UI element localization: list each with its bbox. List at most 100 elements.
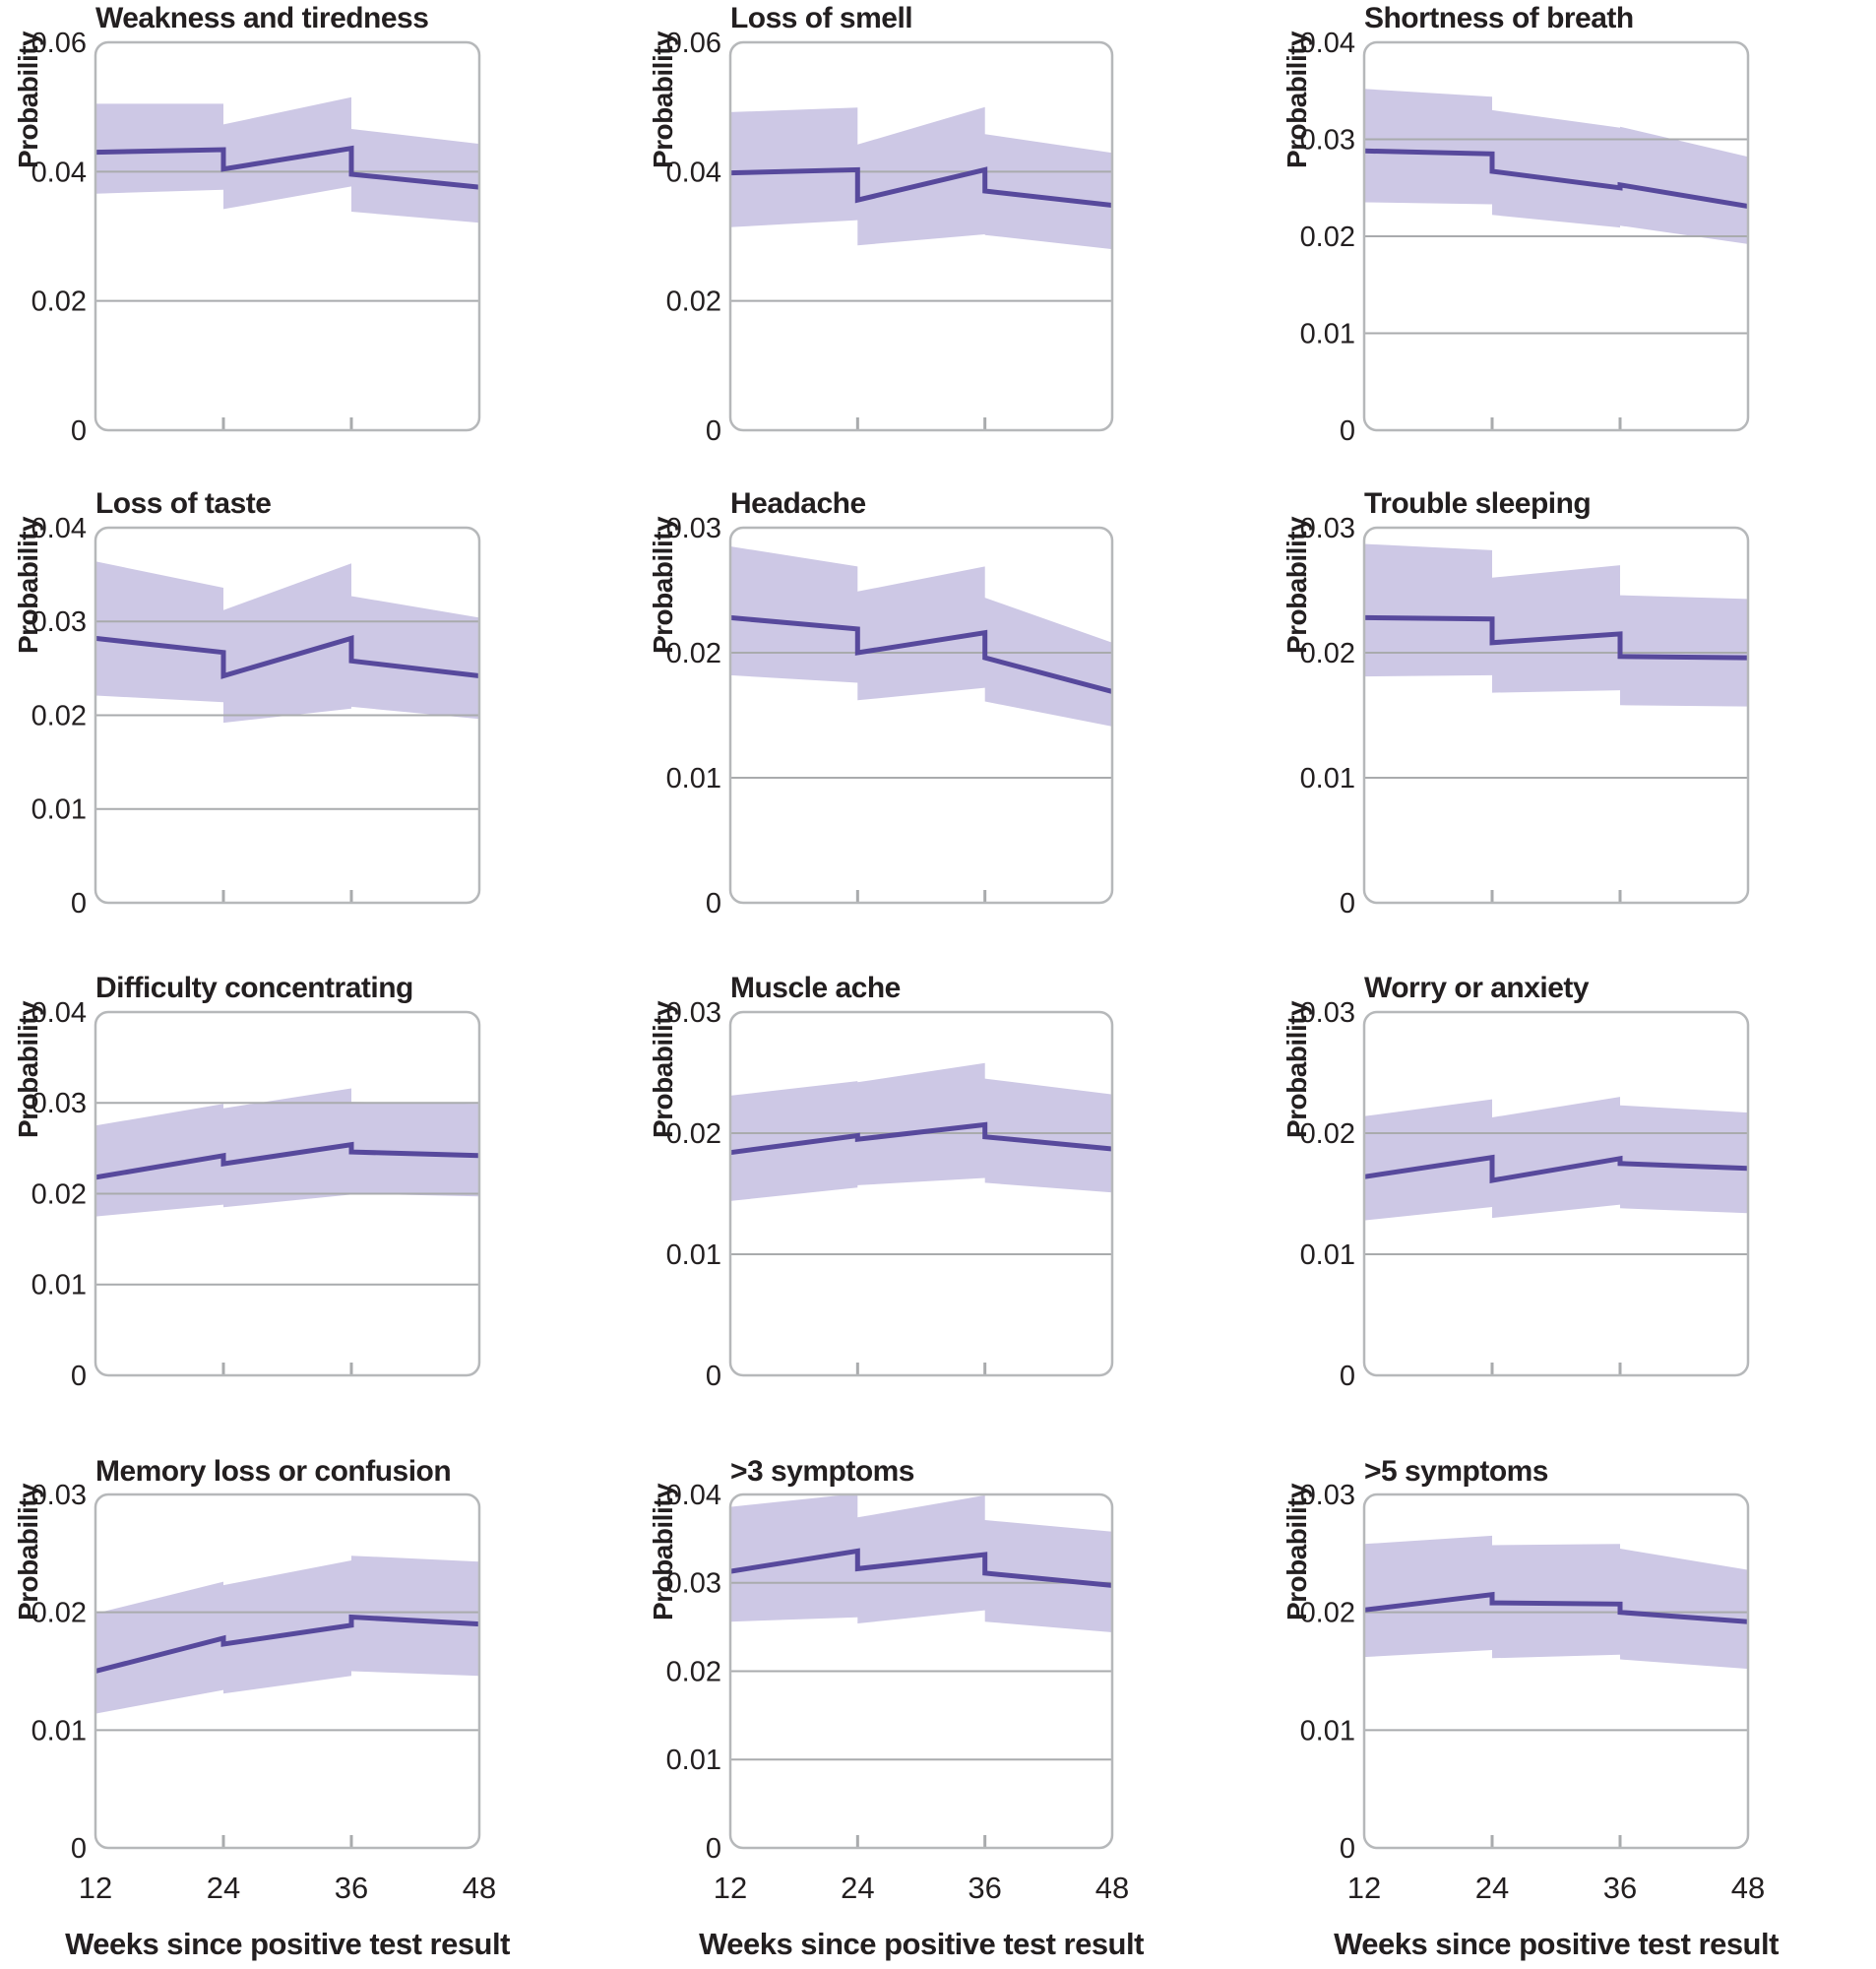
- estimate-line: [1363, 1154, 1748, 1183]
- panel-difficulty-concentrating: Difficulty concentrating Probability 0 0.01…: [0, 945, 625, 1418]
- y-tick-label: 0.02: [1299, 222, 1354, 253]
- chart-svg: Loss of smell Probability 0 0.02 0.04 0.06: [648, 2, 1114, 447]
- y-tick-label: 0.03: [666, 513, 721, 544]
- y-tick-label: 0.01: [1299, 1715, 1354, 1747]
- y-tick-label: 0: [706, 888, 721, 920]
- y-tick-label: 0: [1340, 415, 1355, 447]
- y-tick-label: 0.04: [31, 997, 87, 1029]
- y-tick-label: 0: [1340, 888, 1355, 920]
- y-tick-label: 0: [71, 888, 87, 920]
- y-axis-label: Probability: [13, 1483, 43, 1620]
- y-tick-label: 0.02: [1299, 1598, 1354, 1629]
- panel-title: Headache: [730, 487, 866, 520]
- panel-title: Weakness and tiredness: [95, 2, 428, 34]
- chart-svg: Loss of taste Probability 0 0.01 0.02 0.03 0.0…: [13, 487, 481, 920]
- x-tick-label: 24: [207, 1871, 240, 1905]
- panel-title: Trouble sleeping: [1364, 487, 1591, 520]
- x-axis-label: Weeks since positive test result: [65, 1927, 510, 1961]
- confidence-band: [1363, 1097, 1748, 1221]
- y-axis-label: Probability: [1282, 31, 1312, 168]
- y-tick-label: 0.02: [666, 1118, 721, 1150]
- x-tick-label: 48: [463, 1871, 496, 1905]
- y-tick-label: 0.02: [666, 286, 721, 318]
- chart-svg: Worry or anxiety Probability 0 0.01 0.02 0.03: [1282, 972, 1749, 1392]
- y-tick-label: 0.01: [1299, 763, 1354, 794]
- y-tick-label: 0.03: [1299, 997, 1354, 1029]
- y-tick-label: 0.03: [31, 606, 87, 638]
- y-tick-label: 0: [706, 415, 721, 447]
- y-tick-label: 0.04: [666, 1480, 721, 1511]
- y-tick-label: 0: [71, 1833, 87, 1865]
- y-axis-label: Probability: [13, 1000, 43, 1138]
- estimate-line: [1363, 614, 1748, 661]
- estimate-line: [730, 1121, 1113, 1156]
- y-tick-label: 0.03: [31, 1088, 87, 1119]
- panel-title: Loss of smell: [730, 2, 912, 34]
- x-tick-label: 48: [1730, 1871, 1764, 1905]
- y-tick-label: 0.02: [31, 286, 87, 318]
- y-axis-label: Probability: [1282, 1483, 1312, 1620]
- plot-frame: [729, 1010, 1114, 1377]
- chart-svg: Memory loss or confusion Probability 0 0.01…: [13, 1455, 511, 1961]
- y-tick-label: 0.01: [1299, 1239, 1354, 1271]
- panel-loss-of-smell: Loss of smell Probability 0 0.02 0.04 0.06: [625, 0, 1250, 473]
- plot-frame: [729, 40, 1114, 432]
- panel-memory-loss-or-confusion: Memory loss or confusion Probability 0 0.01…: [0, 1418, 625, 1969]
- y-tick-label: 0.06: [666, 28, 721, 59]
- panel-title: Muscle ache: [730, 972, 901, 1004]
- chart-svg: Difficulty concentrating Probability 0 0.01…: [13, 972, 481, 1392]
- panel-title: Memory loss or confusion: [95, 1455, 451, 1488]
- y-tick-label: 0.02: [31, 1178, 87, 1210]
- estimate-line: [1363, 1591, 1748, 1624]
- chart-svg: Muscle ache Probability 0 0.01 0.02 0.03: [648, 972, 1114, 1392]
- x-tick-label: 36: [969, 1871, 1002, 1905]
- chart-svg: Weakness and tiredness Probability 0 0.02 0.…: [13, 2, 481, 447]
- plot-frame: [94, 526, 481, 905]
- chart-svg: Headache Probability 0 0.01 0.02 0.03: [648, 487, 1114, 920]
- y-axis-label: Probability: [648, 1000, 678, 1138]
- panel-5-symptoms: >5 symptoms Probability 0 0.01 0.02 0.03 12 24 3…: [1251, 1418, 1876, 1969]
- x-tick-label: 24: [841, 1871, 874, 1905]
- panel-title: Worry or anxiety: [1364, 972, 1590, 1004]
- y-tick-label: 0.03: [1299, 513, 1354, 544]
- plot-frame: [94, 1010, 481, 1377]
- y-tick-label: 0.02: [1299, 1118, 1354, 1150]
- y-tick-label: 0.01: [31, 1715, 87, 1747]
- panel-shortness-of-breath: Shortness of breath Probability 0 0.01 0.02 0…: [1251, 0, 1876, 473]
- estimate-line: [730, 166, 1113, 208]
- plot-frame: [729, 526, 1114, 905]
- y-tick-label: 0.04: [31, 513, 87, 544]
- y-tick-label: 0: [1340, 1361, 1355, 1392]
- y-tick-label: 0.02: [666, 638, 721, 669]
- panel-weakness-and-tiredness: Weakness and tiredness Probability 0 0.02 0.…: [0, 0, 625, 473]
- estimate-line: [94, 1141, 479, 1180]
- chart-svg: >3 symptoms Probability 0 0.01 0.02 0.03 0.04 1…: [648, 1455, 1145, 1961]
- panel-trouble-sleeping: Trouble sleeping Probability 0 0.01 0.02 0.03: [1251, 473, 1876, 945]
- panel-loss-of-taste: Loss of taste Probability 0 0.01 0.02 0.03 0.0…: [0, 473, 625, 945]
- chart-svg: >5 symptoms Probability 0 0.01 0.02 0.03 12 24 3…: [1282, 1455, 1780, 1961]
- y-tick-label: 0.01: [31, 1270, 87, 1302]
- y-axis-label: Probability: [1282, 1000, 1312, 1138]
- plot-frame: [1362, 1010, 1749, 1377]
- x-tick-label: 24: [1474, 1871, 1508, 1905]
- panel-headache: Headache Probability 0 0.01 0.02 0.03: [625, 473, 1250, 945]
- panel-3-symptoms: >3 symptoms Probability 0 0.01 0.02 0.03 0.04 1…: [625, 1418, 1250, 1969]
- panel-title: Difficulty concentrating: [95, 972, 413, 1004]
- plot-frame: [729, 1493, 1114, 1850]
- y-tick-label: 0.02: [31, 700, 87, 731]
- chart-svg: Trouble sleeping Probability 0 0.01 0.02 0.03: [1282, 487, 1749, 920]
- estimate-line: [730, 1548, 1113, 1588]
- estimate-line: [94, 635, 479, 679]
- y-tick-label: 0.04: [666, 157, 721, 188]
- confidence-band: [730, 546, 1113, 727]
- panel-muscle-ache: Muscle ache Probability 0 0.01 0.02 0.03: [625, 945, 1250, 1418]
- y-tick-label: 0: [706, 1833, 721, 1865]
- y-tick-label: 0: [71, 1361, 87, 1392]
- x-axis-label: Weeks since positive test result: [1334, 1927, 1779, 1961]
- y-tick-label: 0.03: [1299, 125, 1354, 157]
- y-tick-label: 0: [706, 1361, 721, 1392]
- confidence-band: [94, 561, 479, 724]
- y-tick-label: 0.04: [31, 157, 87, 188]
- x-tick-label: 36: [1602, 1871, 1636, 1905]
- y-tick-label: 0.02: [1299, 638, 1354, 669]
